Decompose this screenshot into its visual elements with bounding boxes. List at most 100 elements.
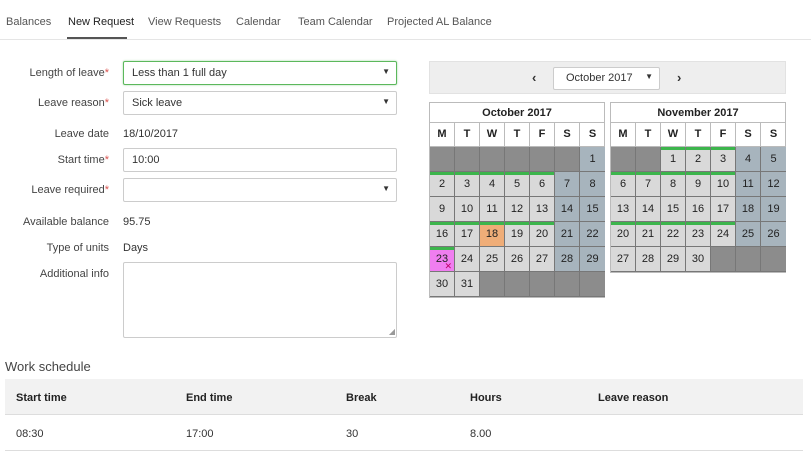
weekday-label: M — [430, 123, 455, 146]
calendar-day[interactable]: 21 — [555, 222, 580, 247]
type-of-units-label: Type of units — [46, 242, 109, 254]
leave-reason-select[interactable]: Sick leave ▼ — [123, 91, 397, 115]
empty-day-cell — [736, 247, 761, 272]
calendar-day[interactable]: 19 — [505, 222, 530, 247]
tab-projected-al-balance[interactable]: Projected AL Balance — [387, 16, 492, 28]
calendar-day[interactable]: 4 — [736, 147, 761, 172]
calendar-day[interactable]: 23 ✕ — [430, 247, 455, 272]
leave-required-select[interactable]: ▼ — [123, 178, 397, 202]
calendar-day[interactable]: 29 — [580, 247, 605, 272]
calendar-day[interactable]: 22 — [661, 222, 686, 247]
calendar-day[interactable]: 11 — [480, 197, 505, 222]
calendar-day[interactable]: 31 — [455, 272, 480, 297]
calendar-day[interactable]: 27 — [530, 247, 555, 272]
day-grid: 1 2 3 4 5 6 7 8 9 10 11 12 13 14 15 16 17 18 19 20 21 22 23 ✕ 24… — [430, 147, 605, 297]
calendar-day[interactable]: 18 — [736, 197, 761, 222]
tab-new-request[interactable]: New Request — [68, 16, 135, 28]
calendar-day[interactable]: 3 — [455, 172, 480, 197]
calendar-day[interactable]: 27 — [611, 247, 636, 272]
leave-indicator-bar — [636, 172, 660, 175]
calendar-day[interactable]: 22 — [580, 222, 605, 247]
calendar-day[interactable]: 2 — [686, 147, 711, 172]
calendar-day[interactable]: 18 — [480, 222, 505, 247]
calendar-day[interactable]: 3 — [711, 147, 736, 172]
additional-info-label: Additional info — [39, 268, 109, 280]
calendar-day[interactable]: 28 — [636, 247, 661, 272]
additional-info-textarea[interactable]: ◢ — [123, 262, 397, 338]
calendar-day[interactable]: 30 — [686, 247, 711, 272]
calendar-day[interactable]: 8 — [580, 172, 605, 197]
calendar-day[interactable]: 21 — [636, 222, 661, 247]
calendar-day[interactable]: 26 — [761, 222, 786, 247]
calendar-day[interactable]: 29 — [661, 247, 686, 272]
calendar-day[interactable]: 20 — [611, 222, 636, 247]
calendar-day[interactable]: 7 — [636, 172, 661, 197]
calendar-day[interactable]: 12 — [761, 172, 786, 197]
calendar-day[interactable]: 15 — [661, 197, 686, 222]
calendar-day[interactable]: 10 — [711, 172, 736, 197]
tab-view-requests[interactable]: View Requests — [148, 16, 222, 28]
leave-indicator-bar — [430, 222, 454, 225]
calendar-day[interactable]: 25 — [736, 222, 761, 247]
calendar-day[interactable]: 8 — [661, 172, 686, 197]
calendar-day[interactable]: 25 — [480, 247, 505, 272]
calendar-day[interactable]: 1 — [661, 147, 686, 172]
leave-indicator-bar — [530, 222, 554, 225]
calendar-day[interactable]: 6 — [530, 172, 555, 197]
calendar-day[interactable]: 26 — [505, 247, 530, 272]
tab-calendar[interactable]: Calendar — [236, 16, 281, 28]
day-number: 6 — [538, 178, 546, 190]
calendar-day[interactable]: 23 — [686, 222, 711, 247]
calendar-day[interactable]: 4 — [480, 172, 505, 197]
weekday-label: T — [686, 123, 711, 146]
calendar-day[interactable]: 9 — [430, 197, 455, 222]
weekday-label: M — [611, 123, 636, 146]
next-month-icon[interactable]: › — [677, 70, 682, 85]
resize-handle-icon[interactable]: ◢ — [388, 327, 395, 336]
calendar-day[interactable]: 1 — [580, 147, 605, 172]
day-number: 7 — [644, 178, 652, 190]
calendar-day[interactable]: 24 — [711, 222, 736, 247]
calendar-day[interactable]: 17 — [455, 222, 480, 247]
calendar-day[interactable]: 16 — [686, 197, 711, 222]
calendar-day[interactable]: 19 — [761, 197, 786, 222]
calendar-day[interactable]: 5 — [505, 172, 530, 197]
leave-indicator-bar — [686, 172, 710, 175]
weekday-label: S — [588, 128, 597, 140]
length-of-leave-select[interactable]: Less than 1 full day ▼ — [123, 61, 397, 85]
tab-balances[interactable]: Balances — [6, 16, 52, 28]
calendar-day[interactable]: 9 — [686, 172, 711, 197]
caret-down-icon: ▼ — [645, 72, 653, 81]
calendar-day[interactable]: 13 — [530, 197, 555, 222]
calendar-day[interactable]: 30 — [430, 272, 455, 297]
month-select[interactable]: October 2017 ▼ — [553, 67, 660, 90]
calendar-day[interactable]: 20 — [530, 222, 555, 247]
calendar-day[interactable]: 10 — [455, 197, 480, 222]
day-number: 12 — [510, 203, 524, 215]
start-time-input[interactable]: 10:00 — [123, 148, 397, 172]
calendar-day[interactable]: 12 — [505, 197, 530, 222]
day-number: 27 — [535, 253, 549, 265]
calendar-day[interactable]: 24 — [455, 247, 480, 272]
empty-day-cell — [555, 272, 580, 297]
day-number: 25 — [485, 253, 499, 265]
calendar-day[interactable]: 28 — [555, 247, 580, 272]
prev-month-icon[interactable]: ‹ — [532, 70, 537, 85]
empty-day-cell — [636, 147, 661, 172]
calendar-day[interactable]: 13 — [611, 197, 636, 222]
leave-indicator-bar — [455, 172, 479, 175]
day-number: 10 — [716, 178, 730, 190]
tab-team-calendar[interactable]: Team Calendar — [298, 16, 373, 28]
calendar-day[interactable]: 2 — [430, 172, 455, 197]
calendar-day[interactable]: 14 — [636, 197, 661, 222]
calendar-day[interactable]: 16 — [430, 222, 455, 247]
calendar-day[interactable]: 5 — [761, 147, 786, 172]
calendar-day[interactable]: 6 — [611, 172, 636, 197]
calendar-day[interactable]: 14 — [555, 197, 580, 222]
day-number: 16 — [435, 228, 449, 240]
leave-indicator-bar — [430, 247, 454, 250]
calendar-day[interactable]: 11 — [736, 172, 761, 197]
calendar-day[interactable]: 17 — [711, 197, 736, 222]
calendar-day[interactable]: 15 — [580, 197, 605, 222]
calendar-day[interactable]: 7 — [555, 172, 580, 197]
